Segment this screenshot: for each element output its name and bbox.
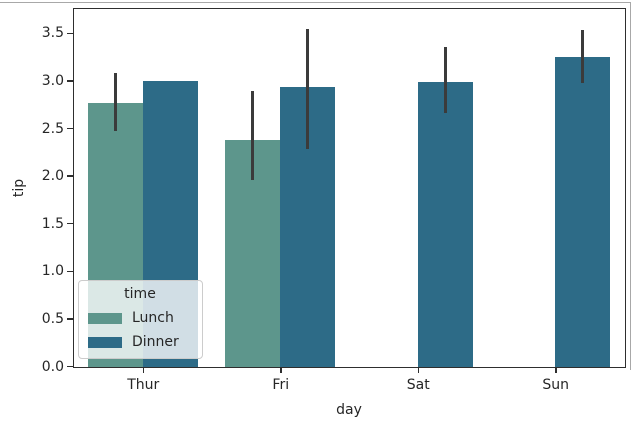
x-tick-mark: [280, 368, 282, 373]
error-bar-sat-dinner: [443, 47, 447, 113]
y-tick-mark: [67, 365, 73, 368]
legend-title: time: [124, 286, 156, 302]
error-bar-sun-dinner: [581, 29, 585, 84]
legend-item-dinner: Dinner: [88, 333, 192, 352]
error-bar-fri-dinner: [306, 28, 310, 149]
y-axis-label: tip: [11, 178, 27, 198]
y-tick-label: 0.0: [41, 358, 64, 375]
x-tick-label-sat: Sat: [406, 377, 430, 393]
plot-area: time Lunch Dinner: [73, 8, 626, 368]
y-tick-label: 1.0: [41, 263, 64, 280]
error-bar-fri-lunch: [251, 90, 255, 181]
legend-item-lunch: Lunch: [88, 309, 192, 328]
y-tick-label: 2.0: [41, 168, 64, 185]
window-border-right: [630, 2, 631, 370]
x-tick-label-sun: Sun: [542, 377, 570, 393]
y-tick-label: 2.5: [41, 120, 64, 137]
x-tick-label-thur: Thur: [127, 377, 160, 393]
bar-sat-dinner: [417, 82, 473, 367]
x-tick-mark: [417, 368, 419, 373]
x-axis-label: day: [336, 402, 362, 418]
window-border-top: [0, 2, 631, 3]
error-bar-thur-lunch: [113, 72, 117, 131]
x-tick-mark: [555, 368, 557, 373]
legend-label-dinner: Dinner: [132, 334, 179, 350]
legend-label-lunch: Lunch: [132, 310, 174, 326]
y-tick-mark: [67, 80, 73, 82]
y-tick-label: 0.5: [41, 310, 64, 327]
x-tick-mark: [142, 368, 144, 373]
bar-sun-dinner: [555, 56, 611, 367]
legend-swatch-dinner: [88, 337, 122, 348]
legend-swatch-lunch: [88, 313, 122, 324]
x-tick-label-fri: Fri: [272, 377, 290, 393]
y-tick-label: 3.0: [41, 72, 64, 89]
y-tick-mark: [67, 318, 73, 320]
y-tick-label: 1.5: [41, 215, 64, 232]
y-tick-mark: [67, 270, 73, 273]
y-tick-mark: [67, 222, 73, 225]
y-tick-mark: [67, 127, 73, 130]
legend: time Lunch Dinner: [78, 280, 203, 359]
y-tick-label: 3.5: [41, 25, 64, 42]
y-tick-mark: [67, 32, 73, 35]
y-tick-mark: [67, 175, 73, 177]
